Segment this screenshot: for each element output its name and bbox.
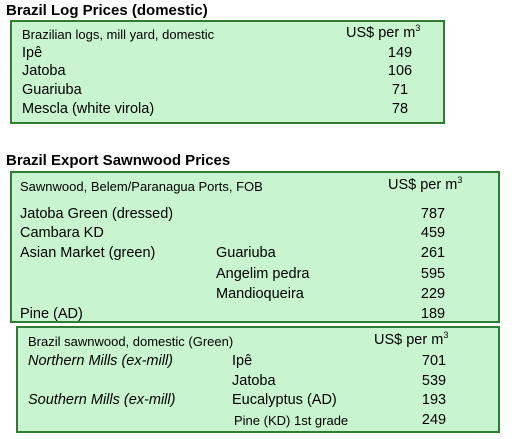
log-row-value: 149 — [387, 45, 413, 61]
export-header-unit: US$ per m3 — [388, 175, 463, 193]
export-header-desc: Sawnwood, Belem/Paranagua Ports, FOB — [20, 179, 263, 194]
log-prices-title: Brazil Log Prices (domestic) — [6, 2, 208, 19]
log-row-value: 78 — [391, 101, 409, 117]
log-row-value: 71 — [391, 82, 409, 98]
export-row-value: 261 — [420, 245, 446, 261]
domestic-row-name: Southern Mills (ex-mill) — [28, 392, 176, 408]
domestic-row-value: 193 — [421, 392, 447, 408]
export-row-value: 189 — [420, 306, 446, 322]
export-row-sub: Angelim pedra — [216, 266, 310, 282]
log-row-name: Guariuba — [22, 82, 82, 98]
domestic-row-sub: Pine (KD) 1st grade — [234, 413, 349, 428]
domestic-row-sub: Ipê — [232, 353, 253, 369]
log-row-name: Ipê — [22, 45, 43, 61]
export-row-value: 787 — [420, 206, 446, 222]
export-row-name: Asian Market (green) — [20, 245, 156, 261]
log-row-name: Jatoba — [22, 63, 66, 79]
export-row-sub: Mandioqueira — [216, 286, 304, 302]
export-row-name: Jatoba Green (dressed) — [20, 206, 174, 222]
log-row-value: 106 — [387, 63, 413, 79]
log-row-name: Mescla (white virola) — [22, 101, 155, 117]
export-row-value: 459 — [420, 225, 446, 241]
domestic-row-sub: Jatoba — [232, 373, 276, 389]
domestic-header-desc: Brazil sawnwood, domestic (Green) — [28, 334, 234, 349]
domestic-header-unit: US$ per m3 — [374, 330, 449, 348]
domestic-sawnwood-table: Brazil sawnwood, domestic (Green) US$ pe… — [16, 326, 500, 433]
domestic-row-name: Northern Mills (ex-mill) — [28, 353, 174, 369]
export-sawnwood-table: Sawnwood, Belem/Paranagua Ports, FOB US$… — [10, 171, 500, 323]
export-row-name: Cambara KD — [20, 225, 104, 241]
domestic-row-value: 539 — [421, 373, 447, 389]
export-sawnwood-title: Brazil Export Sawnwood Prices — [6, 152, 231, 169]
export-row-sub: Guariuba — [216, 245, 276, 261]
domestic-row-sub: Eucalyptus (AD) — [232, 392, 337, 408]
export-row-value: 595 — [420, 266, 446, 282]
domestic-row-value: 701 — [421, 353, 447, 369]
log-prices-table: Brazilian logs, mill yard, domestic US$ … — [10, 20, 445, 124]
domestic-row-value: 249 — [421, 412, 447, 428]
log-prices-header-desc: Brazilian logs, mill yard, domestic — [22, 27, 215, 42]
export-row-value: 229 — [420, 286, 446, 302]
log-prices-header-unit: US$ per m3 — [346, 23, 421, 41]
export-row-name: Pine (AD) — [20, 306, 83, 322]
